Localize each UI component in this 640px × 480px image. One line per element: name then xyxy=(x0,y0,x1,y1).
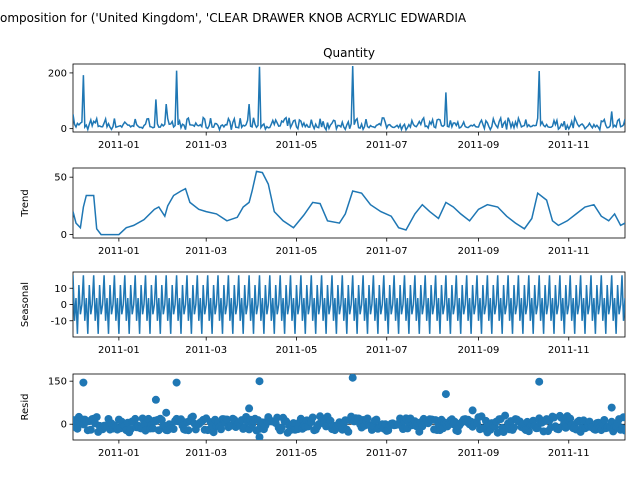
observed-xtick-label: 2011-03 xyxy=(185,140,227,151)
resid-point xyxy=(501,411,510,420)
resid-point xyxy=(184,426,193,435)
resid-point xyxy=(308,413,317,422)
observed-ytick-label: 0 xyxy=(61,124,67,135)
trend-xtick-label: 2011-01 xyxy=(98,246,140,257)
resid-outlier-point xyxy=(255,433,264,440)
observed-axes-frame xyxy=(72,63,626,133)
resid-outlier-point xyxy=(348,374,357,382)
resid-point xyxy=(209,428,218,437)
resid-point xyxy=(600,416,609,424)
observed-panel-title: Quantity xyxy=(323,46,375,60)
trend-ytick-label: 50 xyxy=(54,173,67,184)
seasonal-ylabel: Seasonal xyxy=(20,282,31,327)
resid-point xyxy=(177,415,185,424)
seasonal-xtick-label: 2011-03 xyxy=(185,345,227,356)
resid-xtick-label: 2011-05 xyxy=(276,448,318,459)
observed-panel: 2011-01 2011-03 2011-05 2011-07 2011-09 2011-… xyxy=(48,63,626,151)
observed-xtick-label: 2011-05 xyxy=(276,140,318,151)
resid-ytick-label: 150 xyxy=(48,377,67,388)
seasonal-data xyxy=(73,275,625,334)
trend-xtick-label: 2011-07 xyxy=(366,246,408,257)
resid-outlier-point xyxy=(245,404,254,413)
resid-point xyxy=(524,427,533,436)
resid-xtick-label: 2011-09 xyxy=(458,448,500,459)
seasonal-ytick-label: -10 xyxy=(51,316,67,327)
trend-xtick-label: 2011-03 xyxy=(185,246,227,257)
resid-point xyxy=(619,413,625,422)
trend-ytick-label: 0 xyxy=(61,230,67,241)
resid-point xyxy=(344,427,353,436)
resid-outlier-point xyxy=(79,378,88,387)
resid-point xyxy=(131,414,140,423)
resid-ylabel: Resid xyxy=(20,394,31,421)
resid-data xyxy=(73,374,625,440)
observed-data xyxy=(73,65,625,132)
trend-panel: 2011-01 2011-03 2011-05 2011-07 2011-09 2011-… xyxy=(20,167,626,257)
observed-xtick-label: 2011-09 xyxy=(458,140,500,151)
observed-xtick-label: 2011-07 xyxy=(366,140,408,151)
trend-xtick-label: 2011-11 xyxy=(548,246,590,257)
resid-point xyxy=(188,412,197,421)
resid-xtick-label: 2011-11 xyxy=(548,448,590,459)
resid-xtick-label: 2011-07 xyxy=(366,448,408,459)
seasonal-series-line xyxy=(73,275,625,334)
seasonal-xtick-label: 2011-07 xyxy=(366,345,408,356)
resid-outlier-point xyxy=(172,378,181,387)
resid-point xyxy=(273,413,282,422)
seasonal-ytick-label: 10 xyxy=(54,284,67,295)
seasonal-xtick-label: 2011-11 xyxy=(548,345,590,356)
seasonal-ytick-label: 0 xyxy=(61,300,67,311)
resid-point xyxy=(621,426,625,435)
resid-point xyxy=(289,419,298,428)
trend-series-line xyxy=(73,170,625,236)
resid-xtick-label: 2011-01 xyxy=(98,448,140,459)
resid-point xyxy=(222,415,231,424)
trend-axes-frame xyxy=(72,167,626,239)
resid-point xyxy=(372,415,381,424)
resid-outlier-point xyxy=(255,377,264,386)
seasonal-xtick-label: 2011-05 xyxy=(276,345,318,356)
seasonal-xtick-label: 2011-01 xyxy=(98,345,140,356)
trend-xtick-label: 2011-05 xyxy=(276,246,318,257)
resid-point xyxy=(363,414,372,423)
resid-point xyxy=(92,413,101,422)
resid-point xyxy=(86,425,95,434)
observed-ytick-label: 200 xyxy=(48,68,67,79)
figure-suptitle: omposition for ('United Kingdom', 'CLEAR… xyxy=(0,11,467,25)
resid-point xyxy=(561,423,570,432)
resid-point xyxy=(217,425,225,434)
resid-outlier-point xyxy=(162,408,171,417)
resid-outlier-point xyxy=(151,395,160,404)
resid-outlier-point xyxy=(535,377,544,386)
observed-xtick-label: 2011-11 xyxy=(548,140,590,151)
resid-outlier-point xyxy=(468,406,477,415)
resid-panel: 2011-01 2011-03 2011-05 2011-07 2011-09 2011-… xyxy=(20,373,626,459)
resid-axes-frame xyxy=(72,373,626,441)
observed-xtick-label: 2011-01 xyxy=(98,140,140,151)
resid-outlier-point xyxy=(441,390,450,399)
resid-point xyxy=(169,425,178,433)
resid-outlier-point xyxy=(607,403,616,412)
seasonal-panel: 2011-01 2011-03 2011-05 2011-07 2011-09 2011-… xyxy=(20,271,626,356)
seasonal-xtick-label: 2011-09 xyxy=(458,345,500,356)
observed-series-line xyxy=(73,65,625,132)
trend-data xyxy=(73,170,625,236)
trend-xtick-label: 2011-09 xyxy=(458,246,500,257)
resid-ytick-label: 0 xyxy=(61,420,67,431)
trend-ylabel: Trend xyxy=(20,189,31,217)
resid-xtick-label: 2011-03 xyxy=(185,448,227,459)
resid-point xyxy=(510,423,518,432)
resid-point xyxy=(277,423,286,432)
